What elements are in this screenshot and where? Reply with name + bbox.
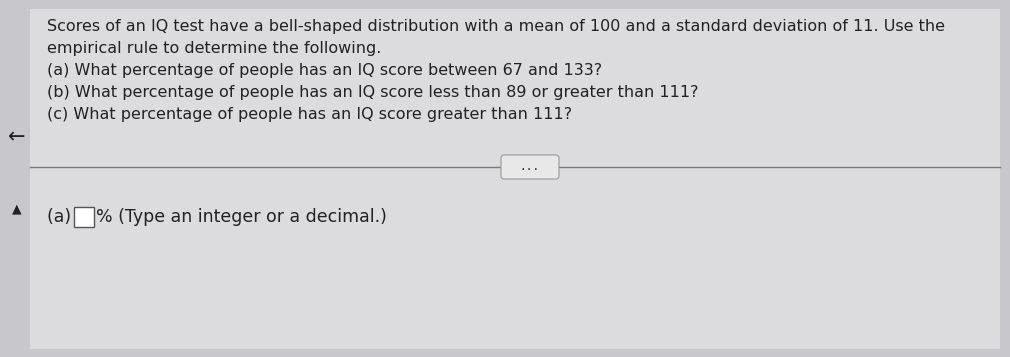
Text: (a): (a) <box>47 208 77 226</box>
Text: ▲: ▲ <box>12 202 22 216</box>
Bar <box>74 207 94 227</box>
Text: (b) What percentage of people has an IQ score less than 89 or greater than 111?: (b) What percentage of people has an IQ … <box>47 85 699 101</box>
Text: (c) What percentage of people has an IQ score greater than 111?: (c) What percentage of people has an IQ … <box>47 107 572 122</box>
FancyBboxPatch shape <box>501 155 559 179</box>
Text: Scores of an IQ test have a bell-shaped distribution with a mean of 100 and a st: Scores of an IQ test have a bell-shaped … <box>47 20 945 35</box>
Text: empirical rule to determine the following.: empirical rule to determine the followin… <box>47 41 382 56</box>
Text: ←: ← <box>8 127 25 147</box>
Text: % (Type an integer or a decimal.): % (Type an integer or a decimal.) <box>96 208 387 226</box>
Text: ...: ... <box>520 162 540 172</box>
Text: (a) What percentage of people has an IQ score between 67 and 133?: (a) What percentage of people has an IQ … <box>47 64 602 79</box>
